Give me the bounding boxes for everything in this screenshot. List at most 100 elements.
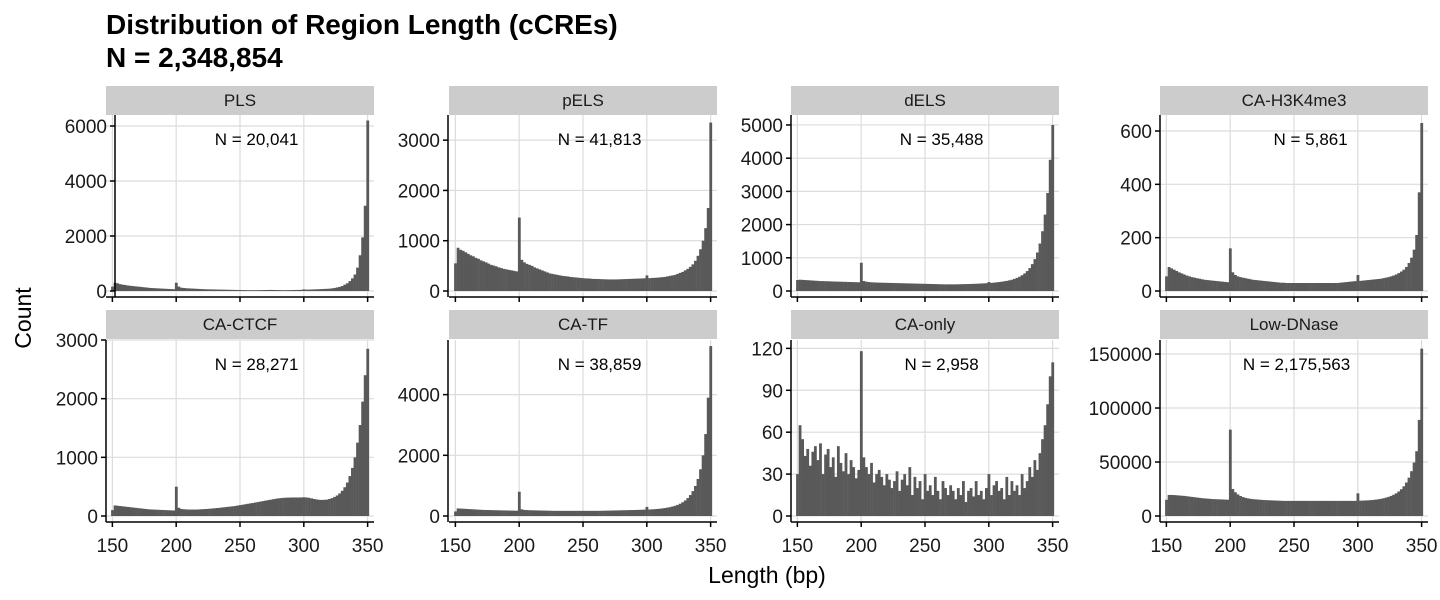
histogram-bar bbox=[1413, 463, 1416, 516]
histogram-bar bbox=[1408, 478, 1411, 516]
histogram-bar bbox=[669, 507, 672, 516]
histogram-bar bbox=[1016, 485, 1019, 516]
histogram-bar bbox=[180, 509, 183, 516]
histogram-bar bbox=[195, 510, 198, 516]
histogram-bar bbox=[160, 510, 163, 516]
histogram-bar bbox=[1408, 263, 1411, 291]
histogram-bar bbox=[911, 495, 914, 516]
histogram-bar bbox=[213, 289, 216, 291]
histogram-bar bbox=[526, 510, 529, 516]
histogram-bar bbox=[1201, 498, 1204, 516]
x-tick-label: 350 bbox=[695, 536, 727, 557]
histogram-bar bbox=[1395, 493, 1398, 516]
histogram-bar bbox=[640, 510, 643, 516]
histogram-bar bbox=[277, 498, 280, 516]
histogram-bar bbox=[893, 283, 896, 291]
histogram-bar bbox=[142, 287, 145, 291]
y-tick-label: 4000 bbox=[398, 386, 440, 407]
histogram-bar bbox=[1193, 497, 1196, 516]
histogram-bar bbox=[1049, 376, 1052, 516]
histogram-bar bbox=[878, 283, 881, 291]
histogram-bar bbox=[543, 271, 546, 291]
histogram-bar bbox=[1344, 282, 1347, 291]
histogram-bar bbox=[457, 248, 460, 291]
histogram-bar bbox=[554, 274, 557, 291]
histogram-bar bbox=[249, 290, 252, 291]
histogram-bar bbox=[251, 290, 254, 291]
y-tick-label: 0 bbox=[1141, 507, 1152, 528]
histogram-bar bbox=[1369, 280, 1372, 291]
histogram-bar bbox=[1260, 500, 1263, 516]
histogram-bar bbox=[704, 434, 707, 516]
histogram-bar bbox=[497, 267, 500, 291]
histogram-bar bbox=[231, 506, 234, 516]
histogram-bar bbox=[364, 206, 367, 291]
histogram-bar bbox=[282, 498, 285, 516]
histogram-bar bbox=[689, 267, 692, 291]
histogram-bar bbox=[338, 287, 341, 291]
histogram-bar bbox=[1247, 498, 1250, 516]
histogram-bar bbox=[839, 463, 842, 516]
histogram-bar bbox=[177, 287, 180, 291]
histogram-bar bbox=[508, 511, 511, 516]
histogram-bar bbox=[962, 284, 965, 291]
histogram-bar bbox=[572, 511, 575, 516]
histogram-bar bbox=[1402, 270, 1405, 291]
histogram-bar bbox=[487, 510, 490, 516]
histogram-bar bbox=[1295, 283, 1298, 291]
histogram-bar bbox=[617, 510, 620, 516]
facet-strip-label: CA-only bbox=[895, 315, 956, 334]
y-tick-label: 1000 bbox=[398, 232, 440, 253]
histogram-bar bbox=[1191, 277, 1194, 291]
histogram-bar bbox=[305, 497, 308, 516]
histogram-bar bbox=[124, 507, 127, 516]
histogram-bar bbox=[1349, 282, 1352, 291]
y-tick-label: 120 bbox=[751, 339, 783, 360]
histogram-bar bbox=[970, 488, 973, 516]
x-tick-label: 300 bbox=[631, 536, 663, 557]
histogram-bar bbox=[1039, 453, 1042, 516]
histogram-bar bbox=[592, 511, 595, 516]
histogram-bar bbox=[221, 290, 224, 291]
histogram-bar bbox=[811, 281, 814, 291]
y-tick-label: 1000 bbox=[56, 448, 98, 469]
histogram-bar bbox=[801, 280, 804, 291]
histogram-bar bbox=[1362, 281, 1365, 291]
panel-n-label: N = 20,041 bbox=[215, 130, 299, 149]
histogram-bar bbox=[605, 279, 608, 291]
histogram-bar bbox=[929, 485, 932, 516]
histogram-bar bbox=[303, 497, 306, 516]
histogram-bar bbox=[290, 290, 293, 291]
histogram-bar bbox=[625, 510, 628, 516]
histogram-bar bbox=[1334, 501, 1337, 516]
histogram-bar bbox=[1357, 493, 1360, 516]
histogram-bar bbox=[919, 481, 922, 516]
histogram-bar bbox=[1226, 282, 1229, 291]
histogram-bar bbox=[538, 269, 541, 291]
histogram-bar bbox=[464, 509, 467, 516]
histogram-bar bbox=[842, 471, 845, 516]
histogram-bar bbox=[564, 511, 567, 516]
y-tick-label: 0 bbox=[429, 507, 440, 528]
histogram-bar bbox=[1049, 160, 1052, 291]
histogram-bar bbox=[254, 503, 257, 516]
histogram-bar bbox=[577, 511, 580, 516]
histogram-bar bbox=[832, 457, 835, 516]
histogram-bar bbox=[1308, 501, 1311, 516]
histogram-bar bbox=[1359, 501, 1362, 516]
histogram-bar bbox=[518, 492, 521, 516]
histogram-bar bbox=[503, 510, 506, 516]
histogram-bar bbox=[513, 271, 516, 291]
histogram-bar bbox=[819, 443, 822, 516]
histogram-bar bbox=[975, 284, 978, 291]
histogram-bar bbox=[1196, 498, 1199, 516]
histogram-bar bbox=[1008, 280, 1011, 291]
histogram-bar bbox=[1186, 496, 1189, 516]
histogram-bar bbox=[633, 510, 636, 516]
histogram-bar bbox=[589, 279, 592, 291]
histogram-bar bbox=[873, 482, 876, 516]
histogram-bar bbox=[323, 500, 326, 516]
histogram-bar bbox=[167, 510, 170, 516]
histogram-bar bbox=[1168, 495, 1171, 516]
panel-n-label: N = 35,488 bbox=[900, 130, 984, 149]
